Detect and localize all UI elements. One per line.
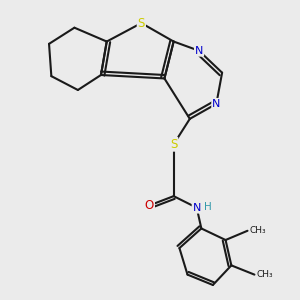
Text: S: S — [138, 16, 145, 30]
Text: CH₃: CH₃ — [257, 270, 273, 279]
Text: H: H — [204, 202, 212, 212]
Text: S: S — [170, 138, 177, 151]
Text: CH₃: CH₃ — [250, 226, 266, 235]
Text: O: O — [145, 199, 154, 212]
Text: N: N — [212, 99, 220, 109]
Text: N: N — [195, 46, 203, 56]
Text: N: N — [193, 203, 201, 213]
